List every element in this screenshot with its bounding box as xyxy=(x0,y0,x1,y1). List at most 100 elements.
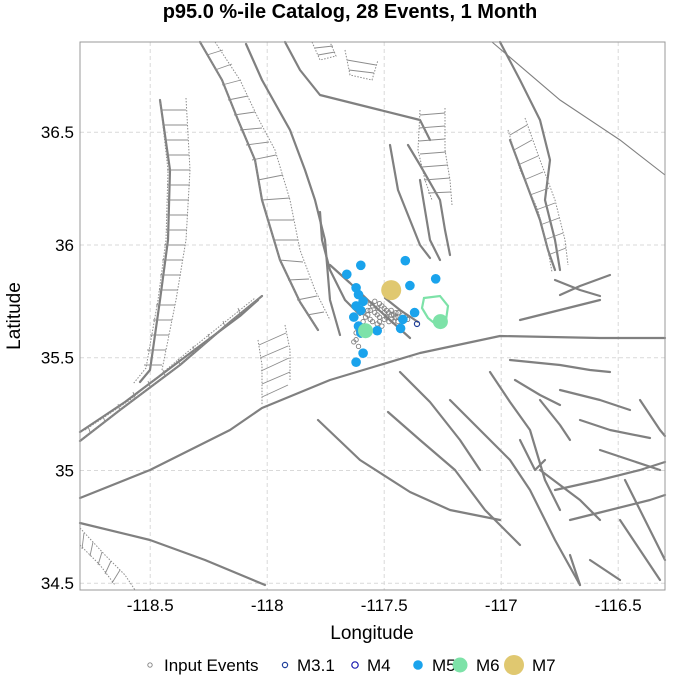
fault-mojave-h xyxy=(558,388,632,412)
fault-north-b xyxy=(78,298,260,434)
event-point-input xyxy=(381,309,387,316)
event-point-input xyxy=(388,316,394,323)
fault-mojave-l xyxy=(553,460,667,492)
event-point-input xyxy=(379,323,385,329)
y-tick-label: 34.5 xyxy=(41,574,74,593)
event-point-m5 xyxy=(351,357,361,368)
chart-title: p95.0 %-ile Catalog, 28 Events, 1 Month xyxy=(163,1,538,23)
fault-mojave-a xyxy=(316,418,502,522)
x-tick-label: -118 xyxy=(251,596,284,615)
fault-east-b xyxy=(553,278,602,298)
fault-mojave-d xyxy=(448,398,582,587)
fault-east-d xyxy=(558,273,612,297)
event-point-m5 xyxy=(395,323,406,334)
ladder-owens-box xyxy=(311,41,379,81)
event-point-m5 xyxy=(349,312,359,322)
fault-mojave-r xyxy=(638,398,667,438)
ladder-panamint xyxy=(417,108,453,206)
fault-mojave-f xyxy=(508,358,612,374)
event-point-input xyxy=(362,314,369,320)
y-axis-ticks: 34.5 35 35.5 36 36.5 xyxy=(41,123,74,593)
y-tick-label: 36.5 xyxy=(41,123,74,142)
fault-sierra-b xyxy=(244,42,342,337)
event-point-input xyxy=(351,339,357,345)
fault-mojave-i xyxy=(578,418,652,440)
legend: Input Events M3.1 M4 M5 M6 M7 xyxy=(147,655,556,675)
event-point-input xyxy=(369,318,376,325)
event-point-m5 xyxy=(430,274,441,284)
event-point-m5 xyxy=(358,348,368,359)
ladder-garlock-west xyxy=(79,295,263,442)
fault-mojave-t xyxy=(538,398,572,442)
fault-rupture-c xyxy=(383,296,420,324)
southern-boundary-fault xyxy=(78,521,267,587)
garlock-fault xyxy=(78,334,667,500)
fault-lines xyxy=(78,40,667,591)
ladder-sierra-central xyxy=(199,41,331,331)
y-axis-label: Latitude xyxy=(4,282,25,350)
event-point-m5 xyxy=(356,305,366,316)
fault-mojave-m xyxy=(568,493,667,522)
x-axis-ticks: -118.5 -118 -117.5 -117 -116.5 xyxy=(127,596,642,615)
legend-label-m7: M7 xyxy=(532,656,556,675)
y-tick-label: 35.5 xyxy=(41,349,74,368)
event-point-input xyxy=(376,318,383,325)
ladder-southwest xyxy=(79,527,136,591)
legend-marker-m7 xyxy=(504,655,524,675)
event-point-input xyxy=(388,307,394,314)
event-point-m5 xyxy=(358,296,368,307)
legend-marker-m4 xyxy=(351,661,359,669)
series-m31 xyxy=(413,320,421,328)
fault-mojave-o xyxy=(618,518,662,582)
event-point-input xyxy=(395,309,401,316)
x-tick-label: -117 xyxy=(485,596,518,615)
fault-east-a xyxy=(508,138,557,272)
fault-mojave-k xyxy=(538,468,602,522)
fault-panamint xyxy=(406,143,452,257)
event-point-input xyxy=(367,300,373,307)
event-point-m5 xyxy=(356,260,366,271)
event-point-m7 xyxy=(381,280,402,301)
fault-mojave-e xyxy=(488,370,562,512)
fault-sierra-a xyxy=(198,40,320,332)
event-point-m5 xyxy=(398,314,408,325)
fault-owens xyxy=(283,40,432,142)
event-point-input xyxy=(355,343,362,350)
legend-marker-m31 xyxy=(281,661,289,669)
y-tick-label: 36 xyxy=(55,236,74,255)
legend-label-m4: M4 xyxy=(367,656,391,675)
fault-east-c xyxy=(518,298,602,322)
legend-marker-m5 xyxy=(413,660,423,670)
x-tick-label: -117.5 xyxy=(361,596,408,615)
event-point-input xyxy=(374,305,380,311)
grid-lines xyxy=(80,42,665,590)
event-point-input xyxy=(372,298,378,304)
event-point-input xyxy=(367,307,373,314)
legend-label-m5: M5 xyxy=(432,656,456,675)
event-point-m5 xyxy=(353,289,364,300)
event-point-m5 xyxy=(342,269,352,280)
fault-mojave-b xyxy=(386,410,522,547)
event-point-m31 xyxy=(413,320,421,328)
fault-mojave-n xyxy=(588,558,622,582)
plot-frame xyxy=(79,41,666,591)
fault-mojave-s xyxy=(518,438,547,472)
ladder-death-valley xyxy=(507,117,569,273)
series-m7 xyxy=(381,280,402,301)
legend-marker-input xyxy=(147,662,153,668)
event-point-input xyxy=(393,309,399,316)
event-point-m5 xyxy=(400,255,411,266)
fault-mojave-q xyxy=(568,553,582,587)
y-tick-label: 35 xyxy=(55,461,74,480)
legend-marker-m6 xyxy=(452,657,468,673)
x-tick-label: -118.5 xyxy=(127,596,174,615)
legend-label-input: Input Events xyxy=(164,656,259,675)
fault-argus xyxy=(418,178,442,262)
fault-death-valley xyxy=(498,40,562,272)
event-point-m5 xyxy=(405,280,415,291)
legend-label-m6: M6 xyxy=(476,656,500,675)
event-point-m5 xyxy=(372,325,383,336)
fault-northeast-thin xyxy=(491,41,666,176)
fault-mojave-p xyxy=(623,478,667,562)
